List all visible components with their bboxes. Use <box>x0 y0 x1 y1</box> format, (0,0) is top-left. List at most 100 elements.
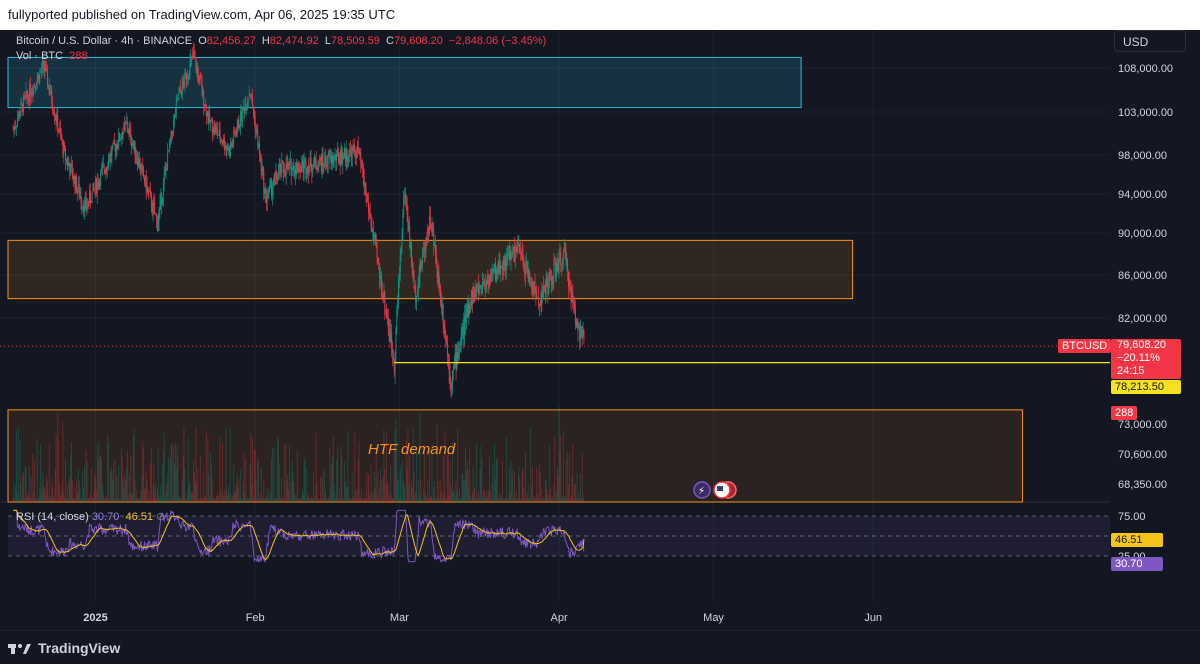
volume-bar <box>469 448 471 502</box>
candle-body <box>102 165 104 167</box>
candle-body <box>410 242 412 262</box>
candle-body <box>483 284 485 286</box>
candle-body <box>124 123 126 125</box>
candle-body <box>57 115 59 132</box>
volume-bar <box>204 497 206 502</box>
volume-bar <box>544 481 546 502</box>
bar-countdown: 24:15 <box>1117 365 1145 377</box>
volume-bar <box>471 498 472 502</box>
volume-bar <box>186 498 187 502</box>
candle-body <box>544 287 546 295</box>
volume-bar <box>512 468 514 502</box>
candle-body <box>326 164 328 168</box>
candle-body <box>465 314 466 323</box>
volume-bar <box>504 498 506 502</box>
volume-bar <box>319 476 321 502</box>
candle-body <box>128 129 130 134</box>
volume-bar <box>456 490 458 502</box>
candle-body <box>35 86 37 88</box>
candle-body <box>530 285 532 287</box>
chart-canvas[interactable]: 2025 Feb Mar Apr May Jun 108,000.00 103,000.00 9… <box>0 30 1200 630</box>
volume-bar <box>371 492 373 502</box>
volume-bar <box>279 497 281 502</box>
candle-body <box>222 138 224 145</box>
candle-body <box>367 197 369 202</box>
volume-bar <box>246 498 248 502</box>
candle-body <box>303 161 305 173</box>
candle-body <box>37 74 39 80</box>
candle-body <box>16 119 18 126</box>
volume-bar <box>38 496 40 502</box>
candle-body <box>363 179 365 187</box>
candle-body <box>533 281 535 295</box>
volume-bar <box>321 477 323 502</box>
hide-eye-icon[interactable]: ⊘ <box>156 511 166 523</box>
candle-body <box>469 304 471 313</box>
volume-bar <box>53 494 54 502</box>
volume-bar <box>132 436 134 502</box>
currency-button[interactable]: USD <box>1114 30 1186 52</box>
candle-body <box>405 201 407 204</box>
event-icons[interactable]: ⚡ <box>692 480 744 505</box>
volume-bar <box>437 496 439 502</box>
volume-bar <box>564 496 566 502</box>
candle-body <box>338 151 339 163</box>
volume-bar <box>331 464 333 502</box>
open-label: O <box>198 35 207 47</box>
candle-body <box>197 68 199 74</box>
candle-body <box>54 116 56 119</box>
candle-body <box>307 165 309 174</box>
symbol-title[interactable]: Bitcoin / U.S. Dollar · 4h · BINANCE <box>16 35 193 47</box>
volume-bar <box>113 498 115 502</box>
volume-bar <box>84 498 86 502</box>
volume-bar <box>444 431 446 502</box>
volume-bar <box>390 464 392 502</box>
volume-bar <box>190 490 192 502</box>
volume-bar <box>420 480 422 502</box>
candle-body <box>529 281 531 286</box>
volume-bar <box>255 478 257 502</box>
y-tick-label: 68,350.00 <box>1118 479 1167 491</box>
candle-body <box>59 128 60 132</box>
candle-body <box>238 119 240 128</box>
candle-body <box>203 89 205 107</box>
volume-bar <box>86 461 88 502</box>
candle-body <box>297 163 299 172</box>
volume-bar <box>356 498 357 502</box>
candle-body <box>280 163 282 173</box>
volume-bar <box>517 498 519 502</box>
volume-bar <box>221 495 223 502</box>
volume-bar <box>467 469 469 502</box>
volume-bar <box>225 426 227 502</box>
volume-bar <box>64 497 66 502</box>
volume-bar <box>241 498 243 502</box>
candle-body <box>578 329 580 331</box>
volume-bar <box>150 462 151 502</box>
candle-body <box>579 329 581 339</box>
candle-body <box>240 111 242 126</box>
candle-body <box>282 160 284 164</box>
candle-body <box>21 103 23 105</box>
volume-bar <box>289 445 290 502</box>
footer-brand[interactable]: TradingView <box>38 639 121 656</box>
volume-bar <box>501 460 503 502</box>
volume-bar <box>483 488 485 502</box>
candle-body <box>524 264 526 276</box>
volume-bar <box>481 458 483 502</box>
volume-bar <box>537 493 539 502</box>
volume-bar <box>397 478 399 502</box>
candle-body <box>192 55 193 58</box>
volume-bar <box>37 498 39 502</box>
candle-body <box>402 215 404 234</box>
volume-bar <box>137 497 139 502</box>
volume-bar <box>275 497 277 502</box>
candle-body <box>253 115 255 119</box>
volume-bar <box>276 498 278 502</box>
candle-body <box>343 156 345 159</box>
candle-body <box>420 260 422 269</box>
candle-body <box>142 164 144 169</box>
volume-bar <box>159 497 161 502</box>
candle-body <box>374 234 375 239</box>
rsi-label[interactable]: RSI (14, close) <box>16 511 89 523</box>
volume-bar <box>362 498 363 502</box>
